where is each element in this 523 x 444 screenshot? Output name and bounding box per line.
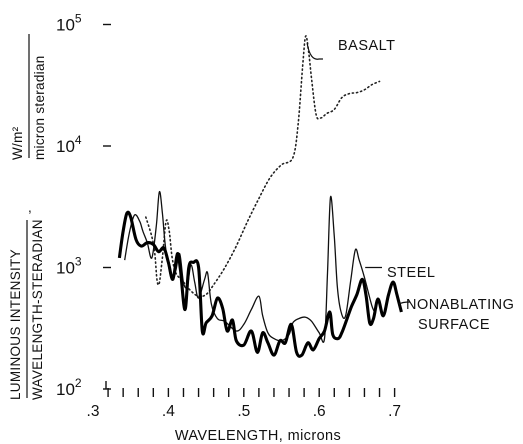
y-units-numerator: W/m² (10, 126, 25, 160)
x-tick-label: .3 (87, 403, 100, 420)
x-axis-label: WAVELENGTH, microns (175, 428, 341, 444)
surface-leader-line (398, 301, 411, 305)
x-tick-label: .4 (162, 403, 175, 420)
series-line-steel (124, 191, 377, 343)
x-tick-label: .6 (313, 403, 326, 420)
x-axis: .3 .4 .5 .6 .7 (87, 388, 401, 420)
series-labels: BASALT STEEL NONABLATING SURFACE (306, 38, 514, 333)
series-label-steel: STEEL (387, 265, 435, 281)
y-axis: 102 103 104 105 (56, 12, 111, 399)
y-tick-label: 103 (56, 255, 82, 278)
series-label-basalt: BASALT (338, 38, 396, 54)
y-label-comma: , (28, 200, 32, 215)
basalt-leader-line (306, 43, 323, 60)
x-tick-label: .5 (237, 403, 250, 420)
series-label-surface-line2: SURFACE (418, 317, 490, 333)
y-units-label: W/m² micron steradian (10, 55, 47, 160)
y-quantity-label: LUMINOUS INTENSITY WAVELENGTH-STERADIAN (8, 219, 45, 400)
series-label-surface-line1: NONABLATING (406, 297, 514, 313)
y-quantity-denominator: WAVELENGTH-STERADIAN (30, 219, 45, 400)
y-tick-label: 102 (56, 376, 82, 399)
y-units-denominator: micron steradian (32, 55, 47, 160)
y-tick-label: 105 (56, 12, 82, 35)
x-tick-label: .7 (388, 403, 401, 420)
series-layer (117, 35, 403, 358)
y-tick-label: 104 (56, 133, 82, 156)
series-line-basalt (145, 35, 381, 298)
y-quantity-numerator: LUMINOUS INTENSITY (8, 249, 23, 400)
series-line-nonablating-surface (117, 210, 403, 358)
